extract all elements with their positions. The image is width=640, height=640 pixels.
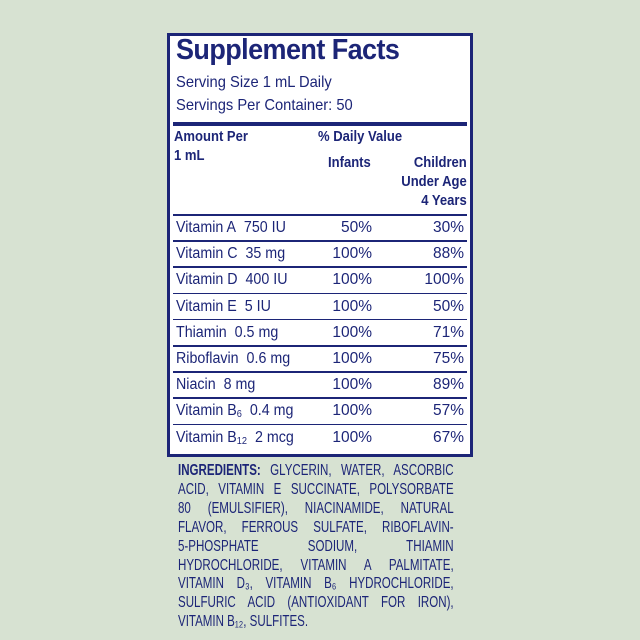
nutrient-amount: 400 IU	[245, 271, 288, 289]
nutrient-amount: 0.4 mg	[249, 402, 294, 420]
children-line3: 4 Years	[421, 193, 467, 209]
row-divider	[173, 292, 467, 295]
amount-per-header: Amount Per 1 mL	[174, 128, 248, 166]
nutrient-row: Riboflavin 0.6 mg 100% 75%	[176, 346, 464, 372]
nutrient-amount: 750 IU	[243, 219, 286, 236]
children-line2: Under Age	[401, 174, 467, 190]
infants-dv: 100%	[332, 350, 372, 367]
nutrient-label: Vitamin C	[176, 245, 238, 263]
ingredients-line: FLAVOR, FERROUS SULFATE, RIBOFLAVIN-	[178, 518, 454, 536]
row-divider	[173, 371, 467, 373]
nutrient-row: Thiamin 0.5 mg 100% 71%	[176, 320, 464, 346]
row-divider	[173, 318, 467, 321]
ingredients-line: 5-PHOSPHATE SODIUM, THIAMIN	[178, 537, 454, 555]
infants-dv: 100%	[332, 245, 372, 263]
nutrient-row: Vitamin B12 2 mcg 100% 67%	[176, 425, 464, 451]
ingredients-line: HYDROCHLORIDE, VITAMIN A PALMITATE,	[178, 556, 454, 574]
amount-per-line1: Amount Per	[174, 129, 248, 145]
nutrient-row: Vitamin C 35 mg 100% 88%	[176, 241, 464, 267]
ingredients-text: INGREDIENTS: GLYCERIN, WATER, ASCORBIC AC…	[178, 462, 454, 632]
row-divider	[173, 240, 467, 242]
ingredients-line: INGREDIENTS: GLYCERIN, WATER, ASCORBIC	[178, 462, 454, 481]
children-dv: 71%	[432, 323, 464, 341]
ingredients-heading: INGREDIENTS:	[178, 462, 261, 479]
ingredients-line: VITAMIN B₁₂, SULFITES.	[178, 613, 309, 631]
servings-per-container: Servings Per Container: 50	[176, 97, 353, 114]
nutrient-label: Vitamin A	[176, 219, 236, 236]
nutrient-amount: 0.5 mg	[234, 323, 279, 341]
ingredients-text-first: GLYCERIN, WATER, ASCORBIC	[260, 462, 454, 479]
children-dv: 67%	[432, 428, 464, 446]
nutrient-label: Riboflavin	[176, 350, 239, 367]
nutrient-label: Niacin	[176, 376, 216, 394]
nutrient-name: Vitamin E 5 IU	[176, 294, 271, 320]
nutrient-row: Niacin 8 mg 100% 89%	[176, 372, 464, 398]
nutrient-name: Vitamin B6 0.4 mg	[176, 398, 293, 424]
nutrient-row: Vitamin A 750 IU 50% 30%	[176, 215, 464, 241]
children-dv: 100%	[424, 271, 464, 289]
nutrient-label: Vitamin E	[176, 297, 237, 315]
nutrient-amount: 0.6 mg	[246, 350, 291, 367]
row-divider	[173, 423, 467, 426]
infants-dv: 100%	[332, 376, 372, 394]
nutrient-label: Vitamin D	[176, 271, 238, 289]
ingredients-line: VITAMIN D₃, VITAMIN B₆ HYDROCHLORIDE,	[178, 575, 454, 593]
row-divider	[173, 397, 467, 399]
children-line1: Children	[414, 155, 467, 171]
row-divider	[173, 266, 467, 268]
nutrient-subscript: 6	[236, 409, 242, 421]
children-dv: 50%	[432, 297, 464, 315]
ingredients-line: ACID, VITAMIN E SUCCINATE, POLYSORBATE	[178, 480, 454, 498]
nutrient-name: Vitamin A 750 IU	[176, 215, 286, 241]
nutrient-label: Vitamin B	[176, 428, 237, 446]
nutrient-label: Vitamin B	[176, 402, 237, 420]
nutrient-name: Niacin 8 mg	[176, 372, 255, 398]
serving-size: Serving Size 1 mL Daily	[176, 74, 332, 91]
children-header: Children Under Age 4 Years	[401, 154, 467, 211]
children-dv: 88%	[432, 245, 464, 263]
amount-per-line2: 1 mL	[174, 148, 205, 164]
nutrient-label: Thiamin	[176, 323, 227, 341]
infants-dv: 100%	[332, 297, 372, 315]
infants-dv: 100%	[332, 428, 372, 446]
infants-dv: 100%	[332, 402, 372, 420]
nutrient-name: Vitamin C 35 mg	[176, 241, 285, 267]
children-dv: 57%	[432, 402, 464, 420]
supplement-facts-panel: Supplement Facts Serving Size 1 mL Daily…	[167, 33, 473, 457]
nutrient-name: Vitamin D 400 IU	[176, 267, 288, 293]
children-dv: 75%	[432, 350, 464, 367]
nutrient-row: Vitamin E 5 IU 100% 50%	[176, 294, 464, 320]
infants-dv: 100%	[332, 323, 372, 341]
daily-value-header: % Daily Value	[318, 129, 403, 145]
nutrient-name: Riboflavin 0.6 mg	[176, 346, 290, 372]
nutrient-amount: 5 IU	[244, 297, 271, 315]
nutrient-amount: 35 mg	[245, 245, 286, 263]
nutrient-subscript: 12	[236, 435, 248, 447]
nutrient-name: Thiamin 0.5 mg	[176, 320, 278, 346]
infants-dv: 50%	[340, 219, 372, 236]
nutrient-name: Vitamin B12 2 mcg	[176, 425, 294, 451]
infants-dv: 100%	[332, 271, 372, 289]
nutrient-amount: 2 mcg	[254, 428, 294, 446]
children-dv: 30%	[432, 219, 464, 236]
ingredients-line: 80 (EMULSIFIER), NIACINAMIDE, NATURAL	[178, 499, 454, 517]
row-divider	[173, 214, 467, 216]
panel-title: Supplement Facts	[176, 34, 400, 66]
nutrient-row: Vitamin D 400 IU 100% 100%	[176, 267, 464, 293]
nutrient-row: Vitamin B6 0.4 mg 100% 57%	[176, 398, 464, 424]
row-divider	[173, 345, 467, 347]
children-dv: 89%	[432, 376, 464, 394]
infants-header: Infants	[328, 155, 371, 171]
ingredients-line: SULFURIC ACID (ANTIOXIDANT FOR IRON),	[178, 594, 454, 612]
thick-divider	[173, 122, 467, 126]
nutrient-amount: 8 mg	[223, 376, 256, 394]
